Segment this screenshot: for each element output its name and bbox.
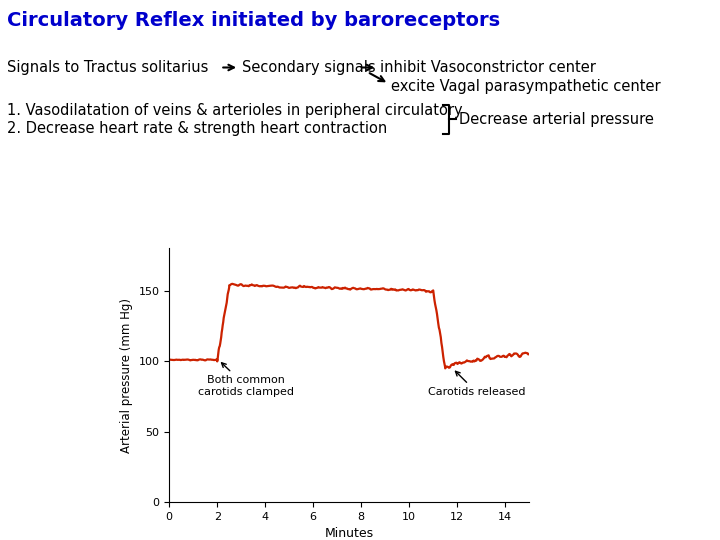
Text: Secondary signals: Secondary signals (242, 60, 376, 75)
Text: Signals to Tractus solitarius: Signals to Tractus solitarius (7, 60, 209, 75)
Text: Decrease arterial pressure: Decrease arterial pressure (459, 112, 654, 127)
Text: 2. Decrease heart rate & strength heart contraction: 2. Decrease heart rate & strength heart … (7, 121, 387, 136)
Text: excite Vagal parasympathetic center: excite Vagal parasympathetic center (391, 79, 660, 94)
Text: Both common
carotids clamped: Both common carotids clamped (198, 363, 294, 397)
Y-axis label: Arterial pressure (mm Hg): Arterial pressure (mm Hg) (120, 298, 133, 453)
X-axis label: Minutes: Minutes (325, 528, 374, 540)
Text: inhibit Vasoconstrictor center: inhibit Vasoconstrictor center (380, 60, 596, 75)
Text: Circulatory Reflex initiated by baroreceptors: Circulatory Reflex initiated by barorece… (7, 11, 500, 30)
Text: 1. Vasodilatation of veins & arterioles in peripheral circulatory: 1. Vasodilatation of veins & arterioles … (7, 103, 463, 118)
Text: Carotids released: Carotids released (428, 372, 525, 397)
